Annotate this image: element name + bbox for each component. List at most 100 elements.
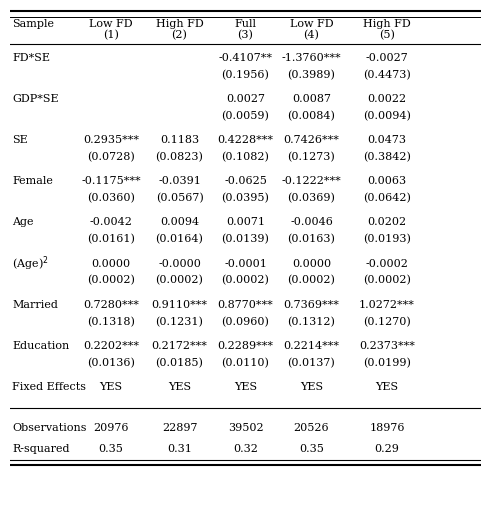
Text: (0.0395): (0.0395) [221,193,270,203]
Text: 0.7369***: 0.7369*** [284,300,339,310]
Text: Married: Married [12,300,58,310]
Text: GDP*SE: GDP*SE [12,94,59,104]
Text: Low FD: Low FD [290,19,333,29]
Text: (0.0960): (0.0960) [221,317,270,327]
Text: 0.0473: 0.0473 [367,135,407,145]
Text: (0.0002): (0.0002) [288,275,335,286]
Text: Full: Full [235,19,256,29]
Text: SE: SE [12,135,28,145]
Text: 0.0071: 0.0071 [226,217,265,227]
Text: 0.2202***: 0.2202*** [83,341,139,351]
Text: (0.0002): (0.0002) [221,275,270,286]
Text: (0.4473): (0.4473) [363,69,411,80]
Text: YES: YES [300,382,323,392]
Text: 39502: 39502 [228,423,263,433]
Text: (0.0002): (0.0002) [87,275,135,286]
Text: (0.0642): (0.0642) [363,193,411,203]
Text: (0.1956): (0.1956) [221,69,270,80]
Text: (0.1082): (0.1082) [221,152,270,162]
Text: -0.0027: -0.0027 [365,52,409,62]
Text: YES: YES [100,382,123,392]
Text: (0.0823): (0.0823) [156,152,203,162]
Text: (0.3989): (0.3989) [288,69,335,80]
Text: 0.2214***: 0.2214*** [283,341,339,351]
Text: (4): (4) [303,30,320,40]
Text: (0.0002): (0.0002) [363,275,411,286]
Text: (0.0002): (0.0002) [156,275,203,286]
Text: 0.32: 0.32 [233,444,258,454]
Text: -0.4107**: -0.4107** [218,52,273,62]
Text: Sample: Sample [12,19,54,29]
Text: -1.3760***: -1.3760*** [282,52,341,62]
Text: 0.2373***: 0.2373*** [359,341,415,351]
Text: 0.9110***: 0.9110*** [152,300,208,310]
Text: (0.1312): (0.1312) [288,317,335,327]
Text: (1): (1) [103,30,119,40]
Text: 0.0000: 0.0000 [292,258,331,268]
Text: (0.0164): (0.0164) [156,234,203,245]
Text: YES: YES [375,382,399,392]
Text: R-squared: R-squared [12,444,70,454]
Text: 0.0087: 0.0087 [292,94,331,104]
Text: -0.0042: -0.0042 [90,217,133,227]
Text: Fixed Effects: Fixed Effects [12,382,86,392]
Text: Female: Female [12,176,53,186]
Text: High FD: High FD [156,19,203,29]
Text: (Age)$^2$: (Age)$^2$ [12,254,49,273]
Text: 0.0202: 0.0202 [367,217,407,227]
Text: 18976: 18976 [369,423,405,433]
Text: (0.0110): (0.0110) [221,358,270,368]
Text: 20976: 20976 [93,423,129,433]
Text: 0.2289***: 0.2289*** [218,341,273,351]
Text: (0.0185): (0.0185) [156,358,203,368]
Text: 0.2935***: 0.2935*** [83,135,139,145]
Text: -0.0000: -0.0000 [158,258,201,268]
Text: -0.0625: -0.0625 [224,176,267,186]
Text: YES: YES [234,382,257,392]
Text: -0.0001: -0.0001 [224,258,267,268]
Text: (0.1270): (0.1270) [363,317,411,327]
Text: 0.0022: 0.0022 [367,94,407,104]
Text: (0.1231): (0.1231) [156,317,203,327]
Text: 20526: 20526 [294,423,329,433]
Text: 0.0094: 0.0094 [160,217,199,227]
Text: 0.31: 0.31 [167,444,192,454]
Text: 0.35: 0.35 [299,444,324,454]
Text: (0.0136): (0.0136) [87,358,135,368]
Text: (0.0193): (0.0193) [363,234,411,245]
Text: Observations: Observations [12,423,87,433]
Text: (0.0567): (0.0567) [156,193,203,203]
Text: 0.8770***: 0.8770*** [218,300,273,310]
Text: 1.0272***: 1.0272*** [359,300,415,310]
Text: (0.1273): (0.1273) [288,152,335,162]
Text: 0.0000: 0.0000 [92,258,131,268]
Text: (0.0199): (0.0199) [363,358,411,368]
Text: (0.0094): (0.0094) [363,111,411,121]
Text: (0.0369): (0.0369) [288,193,335,203]
Text: (0.3842): (0.3842) [363,152,411,162]
Text: 0.29: 0.29 [375,444,399,454]
Text: Age: Age [12,217,34,227]
Text: -0.1222***: -0.1222*** [282,176,341,186]
Text: (5): (5) [379,30,395,40]
Text: (0.0728): (0.0728) [87,152,135,162]
Text: Education: Education [12,341,69,351]
Text: (0.0137): (0.0137) [288,358,335,368]
Text: Low FD: Low FD [89,19,133,29]
Text: (0.0163): (0.0163) [288,234,335,245]
Text: -0.0391: -0.0391 [158,176,201,186]
Text: 0.35: 0.35 [99,444,124,454]
Text: (0.0161): (0.0161) [87,234,135,245]
Text: (2): (2) [171,30,188,40]
Text: 22897: 22897 [162,423,197,433]
Text: 0.4228***: 0.4228*** [218,135,273,145]
Text: (0.0139): (0.0139) [221,234,270,245]
Text: -0.0002: -0.0002 [365,258,409,268]
Text: YES: YES [168,382,191,392]
Text: 0.2172***: 0.2172*** [152,341,207,351]
Text: (0.0084): (0.0084) [288,111,335,121]
Text: (3): (3) [238,30,253,40]
Text: 0.1183: 0.1183 [160,135,199,145]
Text: (0.1318): (0.1318) [87,317,135,327]
Text: (0.0360): (0.0360) [87,193,135,203]
